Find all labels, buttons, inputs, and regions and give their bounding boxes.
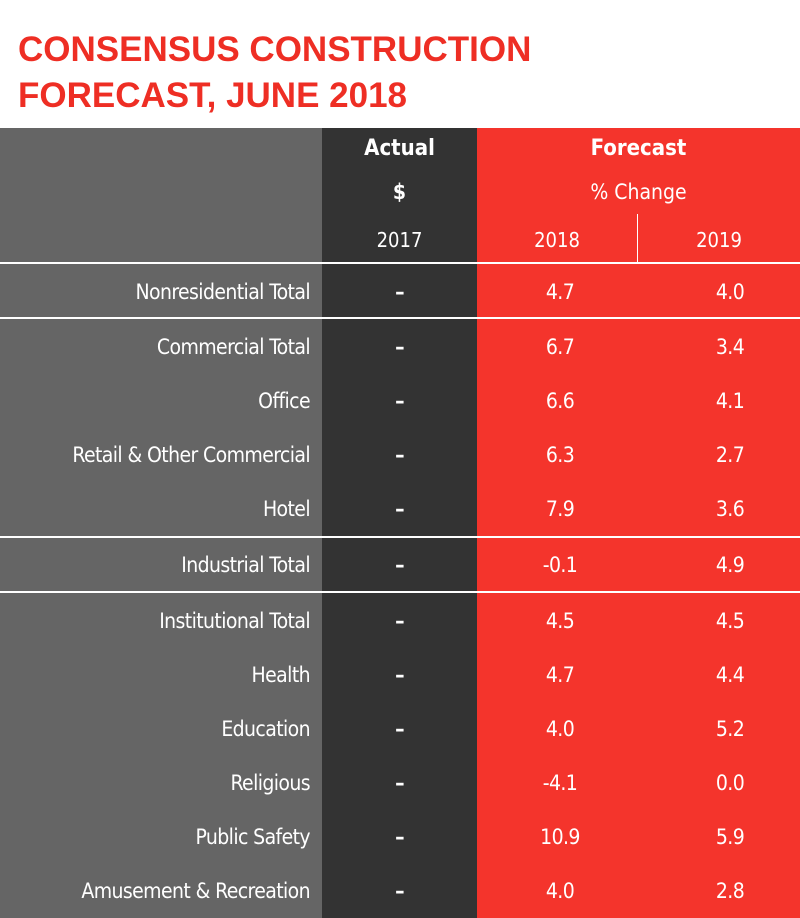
- forecast-2018-value: 4.0: [545, 717, 575, 741]
- forecast-2018-value: 4.7: [545, 280, 575, 304]
- header-year-2018: 2018: [534, 228, 580, 252]
- actual-value: –: [395, 335, 404, 359]
- header-year-2019: 2019: [696, 228, 742, 252]
- row-label: Commercial Total: [156, 335, 311, 359]
- section-separator: [0, 262, 800, 264]
- title-line-2: FORECAST, JUNE 2018: [18, 76, 408, 115]
- forecast-2018-value: 10.9: [540, 825, 580, 849]
- actual-value: –: [395, 553, 404, 577]
- row-label: Office: [258, 389, 310, 413]
- row-label: Hotel: [262, 497, 311, 521]
- table-row: Commercial Total – 6.7 3.4: [0, 320, 800, 374]
- header-forecast: Forecast: [590, 136, 687, 161]
- row-label: Education: [221, 717, 310, 741]
- forecast-2019-value: 4.5: [715, 609, 745, 633]
- table-row: Public Safety – 10.9 5.9: [0, 810, 800, 864]
- actual-value: –: [395, 609, 404, 633]
- header-year-2017: 2017: [376, 228, 423, 252]
- forecast-2018-value: 6.6: [545, 389, 575, 413]
- table-row: Education – 4.0 5.2: [0, 702, 800, 756]
- row-label: Nonresidential Total: [135, 280, 310, 304]
- table-row: Office – 6.6 4.1: [0, 374, 800, 428]
- forecast-2019-value: 3.4: [715, 335, 745, 359]
- header-dollar: $: [392, 180, 407, 204]
- section-separator: [0, 591, 800, 593]
- forecast-2018-value: -0.1: [542, 553, 578, 577]
- forecast-year-divider: [637, 214, 638, 262]
- table-row: Religious – -4.1 0.0: [0, 756, 800, 810]
- header-pct-change: % Change: [590, 180, 687, 204]
- label-column-background: [0, 128, 322, 918]
- title-line-1: CONSENSUS CONSTRUCTION: [18, 30, 532, 69]
- table-row: Amusement & Recreation – 4.0 2.8: [0, 864, 800, 918]
- forecast-2018-value: 7.9: [545, 497, 575, 521]
- forecast-2019-value: 4.1: [715, 389, 745, 413]
- table-row: Institutional Total – 4.5 4.5: [0, 594, 800, 648]
- actual-value: –: [395, 825, 404, 849]
- forecast-2019-value: 4.0: [715, 280, 745, 304]
- forecast-2019-value: 5.2: [715, 717, 745, 741]
- row-label: Health: [251, 663, 311, 687]
- forecast-2019-value: 0.0: [715, 771, 745, 795]
- forecast-2018-value: 6.3: [545, 443, 575, 467]
- forecast-2019-value: 2.8: [715, 879, 745, 903]
- forecast-2019-value: 2.7: [715, 443, 745, 467]
- forecast-2018-value: 4.0: [545, 879, 575, 903]
- table-row: Health – 4.7 4.4: [0, 648, 800, 702]
- table-row: Hotel – 7.9 3.6: [0, 482, 800, 536]
- forecast-2019-value: 4.4: [715, 663, 745, 687]
- forecast-2019-value: 5.9: [715, 825, 745, 849]
- actual-value: –: [395, 663, 404, 687]
- forecast-2019-value: 4.9: [715, 553, 745, 577]
- actual-value: –: [395, 717, 404, 741]
- section-separator: [0, 317, 800, 319]
- actual-value: –: [395, 280, 404, 304]
- forecast-2019-value: 3.6: [715, 497, 745, 521]
- row-label: Retail & Other Commercial: [72, 443, 310, 467]
- row-label: Amusement & Recreation: [81, 879, 310, 903]
- table-row: Industrial Total – -0.1 4.9: [0, 538, 800, 592]
- actual-value: –: [395, 443, 404, 467]
- section-separator: [0, 536, 800, 538]
- actual-value: –: [395, 389, 404, 413]
- header-actual: Actual: [364, 136, 435, 161]
- actual-value: –: [395, 879, 404, 903]
- table-row: Retail & Other Commercial – 6.3 2.7: [0, 428, 800, 482]
- forecast-2018-value: 6.7: [545, 335, 575, 359]
- row-label: Religious: [230, 771, 310, 795]
- forecast-2018-value: 4.5: [545, 609, 575, 633]
- forecast-2018-value: 4.7: [545, 663, 575, 687]
- forecast-column-background: [477, 128, 800, 918]
- actual-value: –: [395, 771, 404, 795]
- row-label: Institutional Total: [159, 609, 310, 633]
- forecast-2018-value: -4.1: [542, 771, 578, 795]
- table-row: Nonresidential Total – 4.7 4.0: [0, 265, 800, 319]
- actual-value: –: [395, 497, 404, 521]
- row-label: Industrial Total: [181, 553, 310, 577]
- row-label: Public Safety: [195, 825, 310, 849]
- actual-column-background: [322, 128, 477, 918]
